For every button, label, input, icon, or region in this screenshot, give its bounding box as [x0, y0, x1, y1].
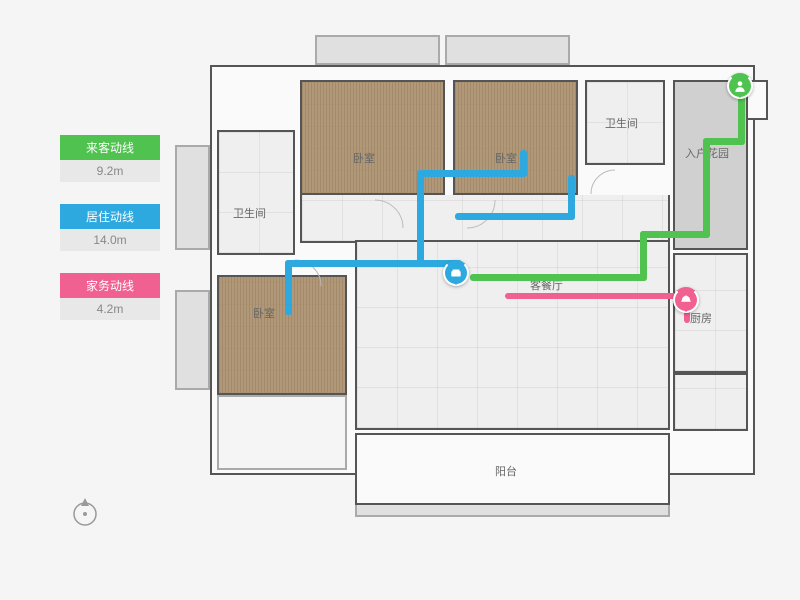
- legend-item-guest: 来客动线 9.2m: [60, 135, 160, 182]
- legend-label: 居住动线: [60, 204, 160, 229]
- path-guest: [640, 231, 710, 238]
- legend-value: 4.2m: [60, 298, 160, 320]
- balcony-outline: [315, 35, 440, 65]
- marker-guest-icon: [727, 73, 753, 99]
- wall-block: [217, 395, 347, 470]
- path-living: [285, 260, 292, 315]
- room-bedroom: [217, 275, 347, 395]
- room-label: 卫生间: [605, 115, 638, 131]
- corridor: [673, 373, 748, 431]
- legend-value: 14.0m: [60, 229, 160, 251]
- room-bathroom: [217, 130, 295, 255]
- path-guest: [703, 138, 710, 238]
- legend-label: 来客动线: [60, 135, 160, 160]
- balcony-outline: [445, 35, 570, 65]
- room-label: 阳台: [495, 463, 517, 479]
- room-entry-garden: [673, 80, 748, 250]
- room-bedroom: [453, 80, 578, 195]
- path-chore: [505, 293, 690, 299]
- compass-icon: [65, 490, 105, 530]
- balcony-outline: [175, 145, 210, 250]
- path-living: [455, 213, 575, 220]
- room-label: 厨房: [690, 310, 712, 326]
- path-living: [568, 175, 575, 220]
- room-label: 卧室: [253, 305, 275, 321]
- legend-item-living: 居住动线 14.0m: [60, 204, 160, 251]
- path-living: [417, 170, 527, 177]
- legend: 来客动线 9.2m 居住动线 14.0m 家务动线 4.2m: [60, 135, 160, 342]
- legend-item-chore: 家务动线 4.2m: [60, 273, 160, 320]
- room-label: 卧室: [495, 150, 517, 166]
- legend-value: 9.2m: [60, 160, 160, 182]
- path-living: [520, 150, 527, 177]
- legend-label: 家务动线: [60, 273, 160, 298]
- room-label: 卫生间: [233, 205, 266, 221]
- balcony-outline: [355, 505, 670, 517]
- room-label: 卧室: [353, 150, 375, 166]
- balcony-outline: [175, 290, 210, 390]
- marker-chore-icon: [673, 287, 699, 313]
- path-guest: [470, 274, 647, 281]
- path-living: [417, 175, 424, 267]
- floorplan: 卧室 卧室 卫生间 入户花园 卫生间 卧室 客餐厅 厨房 阳台: [195, 35, 765, 565]
- path-living: [285, 260, 462, 267]
- room-living: [355, 240, 670, 430]
- marker-living-icon: [443, 260, 469, 286]
